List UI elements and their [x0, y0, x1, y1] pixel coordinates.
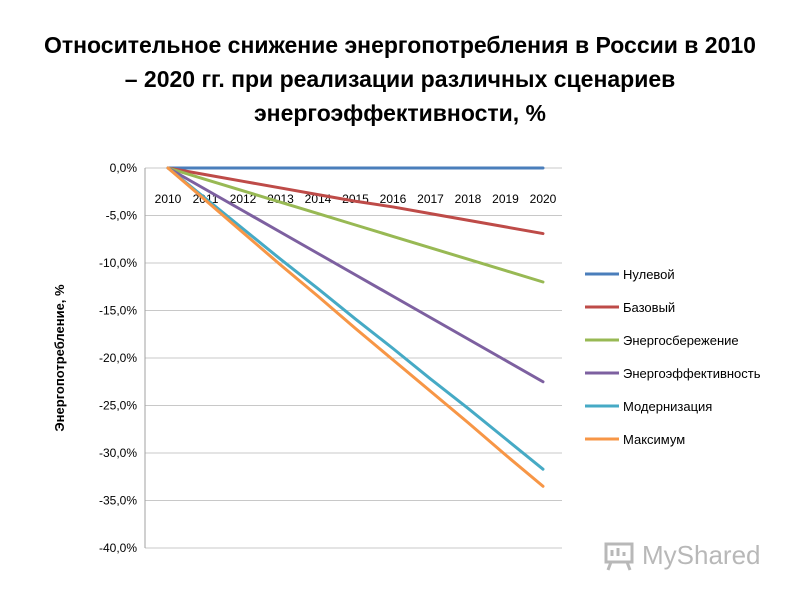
- x-tick-label: 2018: [455, 192, 482, 206]
- x-tick-label: 2019: [492, 192, 519, 206]
- y-axis-label: Энергопотребление, %: [52, 284, 67, 432]
- presentation-board-icon: [604, 542, 634, 571]
- grid-lines: [144, 167, 562, 549]
- chart-title: Относительное снижение энергопотребления…: [44, 32, 756, 126]
- legend-label: Максимум: [623, 432, 685, 447]
- y-tick-label: 0,0%: [110, 161, 138, 175]
- y-tick-label: -30,0%: [99, 446, 137, 460]
- legend-label: Модернизация: [623, 399, 712, 414]
- legend-label: Энергосбережение: [623, 333, 739, 348]
- y-tick-label: -25,0%: [99, 399, 137, 413]
- series-line: [166, 166, 545, 284]
- series-line: [166, 166, 545, 384]
- x-tick-label: 2013: [267, 192, 294, 206]
- series-lines: [166, 166, 545, 488]
- x-tick-label: 2017: [417, 192, 444, 206]
- x-tick-label: 2012: [230, 192, 257, 206]
- y-tick-label: -5,0%: [106, 209, 138, 223]
- legend-label: Энергоэффективность: [623, 366, 761, 381]
- series-line: [166, 166, 545, 488]
- x-tick-label: 2016: [380, 192, 407, 206]
- y-tick-labels: 0,0% -5,0% -10,0% -15,0% -20,0% -25,0% -30,0% -…: [99, 161, 137, 555]
- x-tick-label: 2020: [530, 192, 557, 206]
- y-tick-label: -15,0%: [99, 304, 137, 318]
- legend: Нулевой Базовый Энергосбережение Энергоэффе…: [585, 267, 761, 447]
- y-tick-label: -35,0%: [99, 494, 137, 508]
- x-tick-label: 2010: [155, 192, 182, 206]
- y-tick-label: -10,0%: [99, 256, 137, 270]
- series-line: [166, 166, 545, 236]
- series-line: [166, 166, 545, 471]
- y-tick-label: -20,0%: [99, 351, 137, 365]
- legend-label: Нулевой: [623, 267, 675, 282]
- y-tick-label: -40,0%: [99, 541, 137, 555]
- watermark-text: MyShared: [642, 539, 761, 570]
- legend-label: Базовый: [623, 300, 675, 315]
- watermark: MyShared: [602, 538, 761, 572]
